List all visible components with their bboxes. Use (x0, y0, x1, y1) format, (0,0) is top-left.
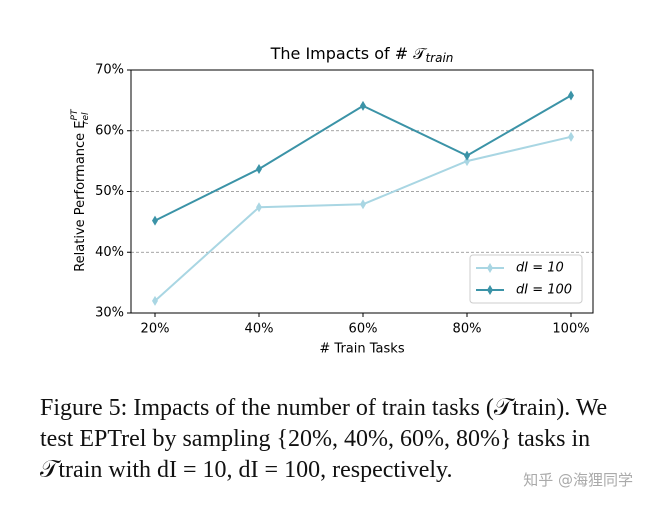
caption: Figure 5: Impacts of the number of train… (40, 395, 608, 483)
title-sub: train (425, 51, 453, 65)
chart-title: The Impacts of # 𝒯train (270, 44, 454, 65)
y-tick-label: 60% (95, 123, 124, 138)
point (464, 150, 470, 161)
point (568, 90, 574, 101)
point (360, 100, 366, 111)
y-label-sub: rel (81, 112, 91, 124)
x-tick-label: 80% (453, 322, 482, 337)
point (256, 164, 262, 175)
point (152, 215, 158, 226)
point (360, 199, 366, 210)
y-label-sup: PT (70, 108, 80, 120)
y-label: Relative Performance EPTrel (70, 108, 91, 272)
y-tick-label: 70% (95, 63, 124, 78)
chart: The Impacts of # 𝒯train Relative Perform… (70, 44, 594, 357)
x-tick-label: 60% (349, 322, 378, 337)
y-label-main: Relative Performance E (73, 120, 88, 271)
legend-label: dI = 100 (516, 283, 572, 298)
legend-label: dI = 10 (516, 261, 564, 276)
legend-marker (487, 285, 493, 295)
x-label: # Train Tasks (319, 342, 404, 357)
y-tick-label: 30% (95, 306, 124, 321)
point (152, 295, 158, 306)
point (256, 202, 262, 213)
y-tick-label: 40% (95, 245, 124, 260)
watermark: 知乎 @海狸同学 (523, 471, 633, 489)
legend-marker (487, 263, 493, 273)
y-tick-label: 50% (95, 184, 124, 199)
point (464, 156, 470, 167)
x-tick-label: 20% (141, 322, 170, 337)
title-main: The Impacts of # 𝒯 (270, 44, 429, 63)
point (568, 131, 574, 142)
x-tick-label: 40% (245, 322, 274, 337)
x-tick-label: 100% (552, 322, 589, 337)
axes-frame (130, 69, 594, 314)
